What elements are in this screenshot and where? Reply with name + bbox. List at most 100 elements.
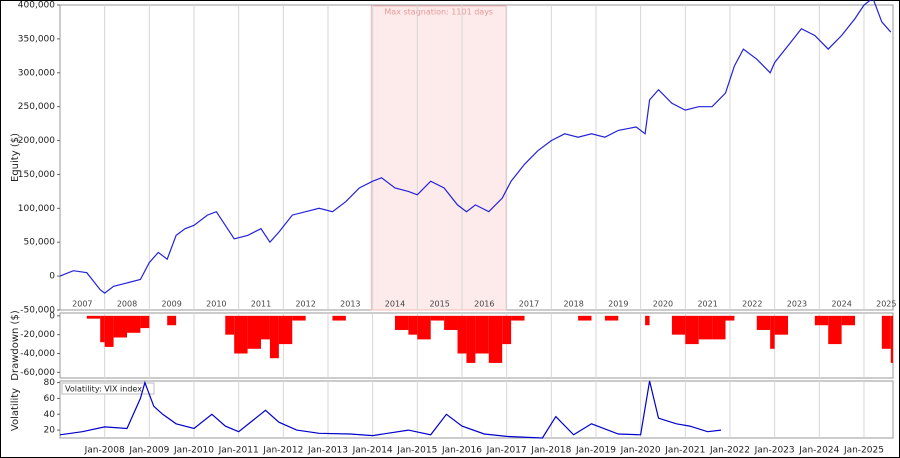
panel bbox=[59, 380, 894, 439]
y-tick-label: -50,000 bbox=[20, 306, 55, 316]
x-tick-label: 2021 bbox=[697, 300, 717, 309]
y-tick-label: 20 bbox=[44, 426, 56, 436]
y-tick-label: 100,000 bbox=[18, 204, 55, 214]
drawdown-bar bbox=[247, 315, 261, 349]
y-tick-label: 300,000 bbox=[18, 68, 55, 78]
x-tick-label: Jan-2016 bbox=[441, 446, 482, 456]
drawdown-bar bbox=[408, 315, 418, 335]
x-tick-label: Jan-2012 bbox=[262, 446, 303, 456]
x-tick-label: Jan-2025 bbox=[843, 446, 884, 456]
x-tick-label: 2024 bbox=[831, 300, 851, 309]
x-tick-label: 2014 bbox=[385, 300, 405, 309]
x-tick-label: Jan-2014 bbox=[352, 446, 393, 456]
x-tick-label: Jan-2008 bbox=[84, 446, 125, 456]
drawdown-bar bbox=[234, 315, 248, 354]
drawdown-bar bbox=[292, 315, 306, 321]
drawdown-bar bbox=[770, 315, 775, 349]
legend: Volatility: VIX index bbox=[65, 385, 142, 394]
x-tick-label: Jan-2010 bbox=[173, 446, 214, 456]
y-axis-label: Volatility bbox=[10, 388, 21, 431]
drawdown-bar bbox=[113, 315, 127, 338]
legend-box bbox=[61, 382, 155, 395]
x-tick-label: Jan-2020 bbox=[620, 446, 661, 456]
y-axis-label: Drawdown ($) bbox=[10, 310, 21, 381]
y-tick-label: 350,000 bbox=[18, 34, 55, 44]
drawdown-bar bbox=[269, 315, 279, 359]
drawdown-bar bbox=[86, 315, 101, 319]
drawdown-bar bbox=[774, 315, 789, 335]
drawdown-bar bbox=[126, 315, 141, 333]
y-tick-label: 50,000 bbox=[24, 238, 56, 248]
x-tick-label: 2020 bbox=[653, 300, 673, 309]
y-tick-label: 60 bbox=[44, 394, 56, 404]
drawdown-bar bbox=[475, 315, 489, 354]
y-tick-label: 40 bbox=[44, 410, 56, 420]
x-tick-label: Jan-2013 bbox=[307, 446, 348, 456]
x-tick-label: 2017 bbox=[519, 300, 539, 309]
x-tick-label: Jan-2015 bbox=[396, 446, 437, 456]
drawdown-bar bbox=[104, 315, 114, 347]
series-line bbox=[59, 380, 722, 439]
y-axis-label: Equity ($) bbox=[10, 133, 21, 182]
x-tick-label: 2007 bbox=[72, 300, 92, 309]
y-tick-label: 400,000 bbox=[18, 1, 55, 11]
drawdown-bar bbox=[712, 315, 726, 340]
y-tick-label: -40,000 bbox=[20, 349, 55, 359]
y-tick-label: 80 bbox=[44, 378, 56, 388]
drawdown-bar bbox=[444, 315, 458, 330]
drawdown-bar bbox=[841, 315, 856, 326]
drawdown-bar bbox=[167, 315, 177, 326]
drawdown-bar bbox=[466, 315, 476, 363]
x-tick-label: 2018 bbox=[563, 300, 583, 309]
drawdown-bar bbox=[881, 315, 891, 349]
drawdown-bar bbox=[604, 315, 619, 321]
x-tick-label: Jan-2017 bbox=[486, 446, 527, 456]
drawdown-bar bbox=[756, 315, 771, 330]
x-tick-label: Jan-2018 bbox=[530, 446, 571, 456]
x-tick-label: Jan-2022 bbox=[709, 446, 750, 456]
x-tick-label: 2015 bbox=[429, 300, 449, 309]
x-tick-label: 2022 bbox=[742, 300, 762, 309]
y-tick-label: -60,000 bbox=[20, 368, 55, 378]
x-tick-label: Jan-2009 bbox=[128, 446, 169, 456]
x-tick-label: Jan-2023 bbox=[754, 446, 795, 456]
drawdown-bar bbox=[502, 315, 512, 345]
drawdown-bar bbox=[814, 315, 829, 326]
x-tick-label: 2010 bbox=[206, 300, 226, 309]
x-tick-label: Jan-2011 bbox=[218, 446, 259, 456]
drawdown-bar bbox=[698, 315, 713, 340]
y-tick-label: 0 bbox=[49, 311, 55, 321]
drawdown-bar bbox=[725, 315, 735, 321]
drawdown-bar bbox=[890, 315, 893, 363]
y-tick-label: 0 bbox=[49, 272, 55, 282]
y-tick-label: -20,000 bbox=[20, 330, 55, 340]
x-tick-label: 2016 bbox=[474, 300, 494, 309]
x-tick-label: 2025 bbox=[876, 300, 896, 309]
y-tick-label: 200,000 bbox=[18, 136, 55, 146]
annotation: Max stagnation: 1101 days bbox=[384, 8, 493, 17]
stagnation-band bbox=[370, 5, 507, 311]
drawdown-bar bbox=[578, 315, 592, 321]
x-tick-label: 2013 bbox=[340, 300, 360, 309]
drawdown-bar bbox=[332, 315, 346, 321]
x-tick-label: 2012 bbox=[295, 300, 315, 309]
drawdown-bar bbox=[260, 315, 270, 340]
y-tick-label: 150,000 bbox=[18, 170, 55, 180]
x-tick-label: 2009 bbox=[161, 300, 181, 309]
drawdown-bar bbox=[488, 315, 503, 363]
series-line bbox=[59, 0, 892, 294]
x-tick-label: 2011 bbox=[251, 300, 271, 309]
drawdown-bar bbox=[225, 315, 235, 335]
drawdown-bar bbox=[140, 315, 150, 329]
drawdown-bar bbox=[645, 315, 650, 326]
drawdown-bar bbox=[685, 315, 699, 345]
x-tick-label: 2019 bbox=[608, 300, 628, 309]
x-tick-label: Jan-2019 bbox=[575, 446, 616, 456]
drawdown-bar bbox=[278, 315, 293, 345]
x-tick-label: 2008 bbox=[117, 300, 137, 309]
x-tick-label: Jan-2021 bbox=[664, 446, 705, 456]
x-tick-label: 2023 bbox=[787, 300, 807, 309]
y-tick-label: 250,000 bbox=[18, 102, 55, 112]
x-tick-label: Jan-2024 bbox=[798, 446, 839, 456]
